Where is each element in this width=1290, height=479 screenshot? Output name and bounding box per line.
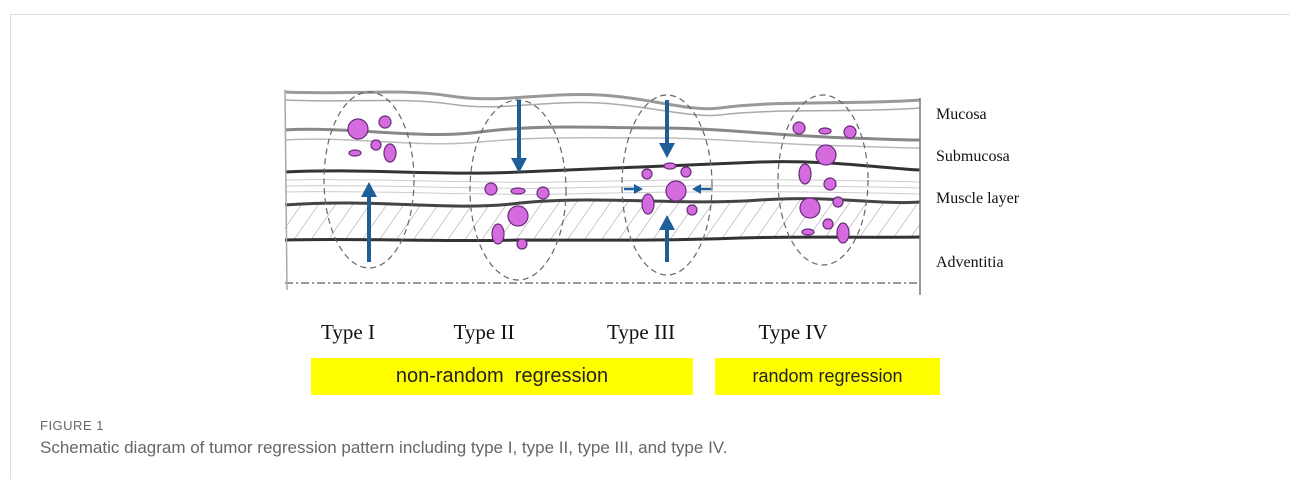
layer-label: Mucosa: [936, 106, 987, 123]
group-box: random regression: [715, 358, 940, 395]
arrows: [361, 100, 711, 262]
group-box: non-random regression: [311, 358, 693, 395]
figure-caption: Schematic diagram of tumor regression pa…: [40, 438, 728, 457]
figure-label: FIGURE 1: [40, 418, 104, 433]
layer-label: Submucosa: [936, 148, 1010, 165]
type-label: Type I: [321, 320, 375, 344]
type-label: Type II: [453, 320, 515, 344]
layer-label: Muscle layer: [936, 190, 1020, 207]
type-label: Type IV: [758, 320, 828, 344]
type-label: Type III: [607, 320, 675, 344]
figure-frame: [10, 14, 1290, 479]
layer-label: Adventitia: [936, 254, 1004, 271]
tumor-cells: [347, 115, 857, 250]
